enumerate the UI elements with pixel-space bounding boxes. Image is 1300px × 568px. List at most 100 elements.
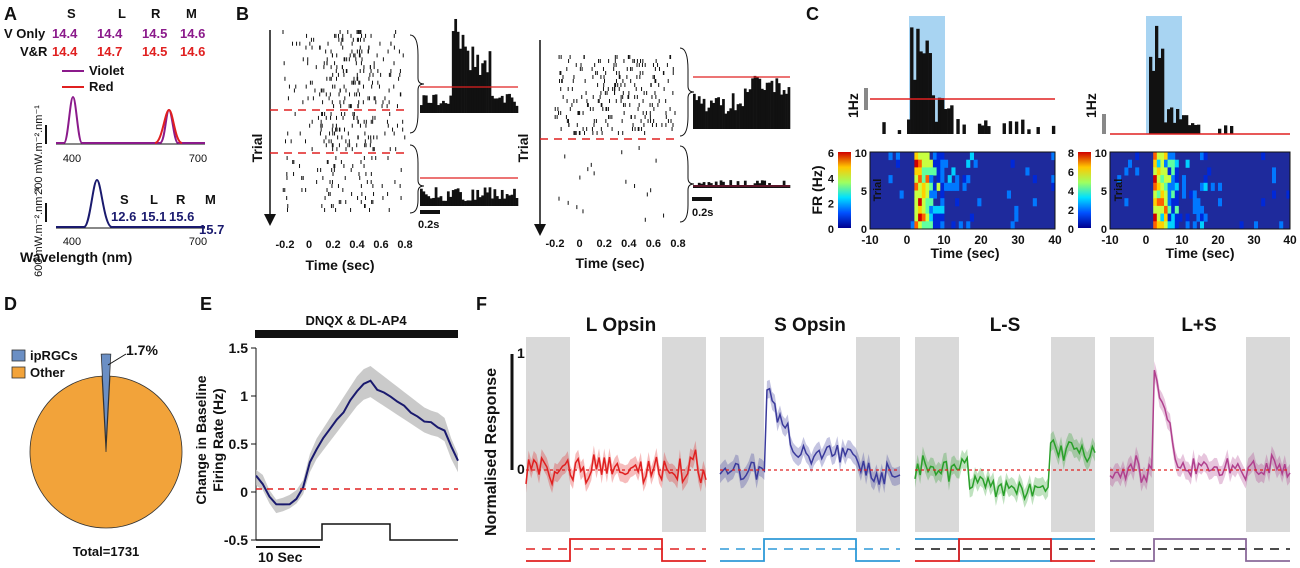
psth-bar [775, 78, 779, 129]
psth-bar [1179, 119, 1183, 134]
panel-f-title-l-plus-s: L+S [1181, 315, 1216, 336]
heatmap-left-cell [914, 167, 919, 176]
panel-e-sem-band [256, 366, 458, 514]
psth-bar [722, 99, 725, 129]
heatmap-left-cell [888, 175, 893, 184]
heatmap-left-cell [932, 205, 937, 214]
psth-bar [913, 79, 917, 134]
panel-f-ytick-1: 1 [517, 345, 525, 361]
psth-bar [782, 90, 786, 129]
psth-bar [712, 102, 716, 129]
panel-a-xlabel: Wavelength (nm) [20, 249, 132, 265]
heatmap-right-cell [1192, 190, 1197, 199]
heatmap-right-cell [1174, 175, 1179, 184]
psth-bar [439, 196, 443, 206]
heatmap-right-cell [1164, 198, 1168, 207]
psth-bar [739, 103, 742, 129]
psth-bar [469, 70, 472, 113]
heatmap-right-cell [1182, 190, 1186, 199]
psth-bar [476, 54, 480, 113]
heatmap-left-cell [918, 213, 923, 222]
heatmap-left-cell [932, 159, 937, 168]
panel-f-stim [526, 538, 706, 562]
heatmap-right-ytick: 5 [1101, 186, 1107, 198]
psth-bar [491, 198, 494, 206]
psth-bar [925, 40, 929, 134]
psth-bar [434, 187, 438, 206]
heatmap-left-frame [869, 151, 1056, 230]
heatmap-left-ylabel: Trial [872, 179, 884, 202]
psth-bar [427, 196, 431, 206]
heatmap-right-cell [1160, 205, 1165, 214]
heatmap-left-cell [973, 159, 978, 168]
heatmap-right-cell [1171, 198, 1176, 207]
panel-e-trace [255, 366, 459, 514]
heatmap-left-cell [936, 221, 941, 230]
psth-bar [469, 200, 472, 206]
heatmap-right-ylabel: Trial [1113, 179, 1125, 202]
raster-left [282, 30, 406, 212]
heatmap-left-cell [929, 190, 934, 199]
colorbar-right [1078, 152, 1091, 228]
heatmap-left-cell [969, 213, 974, 222]
heatmap-right-cell [1218, 182, 1222, 191]
heatmap-right-cell [1160, 213, 1165, 222]
heatmap-left-cell [966, 159, 971, 168]
heatmap-left-xtick: 30 [1011, 233, 1025, 247]
psth-bar [473, 199, 477, 206]
heatmap-right-cell [1156, 159, 1161, 168]
psth-bar [491, 95, 494, 113]
psth-bar [760, 88, 764, 129]
pie-chart [29, 353, 183, 529]
colorbar-left-tick: 0 [828, 224, 834, 236]
psth-bar [987, 126, 991, 134]
psth-bar [459, 48, 462, 113]
heatmap-right-cell [1156, 182, 1161, 191]
panel-label-a: A [4, 4, 17, 24]
x-tick-label: 0.2 [325, 239, 340, 251]
psth-bar [981, 125, 985, 134]
colorbar-right-tick: 0 [1068, 224, 1074, 236]
table-value-v-r: 14.5 [142, 26, 167, 41]
psth-bar [944, 109, 948, 134]
spectrum-top-ylabel: 200 mW.m⁻².nm⁻¹ [33, 105, 45, 195]
heatmap-left-cell [958, 221, 963, 230]
psth-bar [481, 63, 484, 113]
psth-bar [1002, 123, 1006, 134]
heatmap-right-cell [1160, 221, 1165, 230]
heatmap-right-cell [1160, 182, 1165, 191]
pie-legend-label-iprgcs: ipRGCs [30, 348, 78, 363]
psth-bar [1027, 129, 1031, 134]
panel-e-stim-trace [256, 523, 458, 541]
heatmap-right-cell [1174, 198, 1179, 207]
heatmap-right-cell [1178, 213, 1183, 222]
psth-bar [770, 80, 774, 129]
heatmap-right-cell [1160, 152, 1165, 161]
heatmap-right-cell [1117, 175, 1122, 184]
panel-e-yticks: -0.5 0 0.5 1 1.5 [224, 340, 256, 548]
panel-e-ytick-label: 0 [240, 484, 248, 500]
heatmap-left-cell [929, 205, 934, 214]
psth-bar [714, 181, 718, 188]
heatmap-left-cell [914, 175, 919, 184]
heatmap-right-cell [1160, 175, 1165, 184]
panel-label-c: C [806, 4, 819, 24]
psth-bar [934, 121, 939, 134]
heatmap-right-cell [1171, 167, 1176, 176]
heatmap-left-cell [947, 182, 952, 191]
brace-left-bottom [409, 144, 425, 214]
heatmap-right-cell [1124, 198, 1129, 207]
panel-f-title-s-opsin: S Opsin [774, 315, 846, 336]
heatmap-left-cell [914, 159, 919, 168]
psth-bar [488, 51, 492, 113]
heatmap-left [869, 151, 1056, 230]
heatmap-right-xtick: 40 [1283, 233, 1297, 247]
spectrum-cone-r: R [176, 192, 186, 207]
heatmap-right-cell [1279, 221, 1284, 230]
heatmap-left-cell [966, 221, 971, 230]
panel-c-xticks: -10 -10 0 0 10 10 20 20 30 30 40 40 [861, 233, 1297, 247]
psth-bar [1185, 115, 1189, 134]
heatmap-right-cell [1153, 182, 1158, 191]
heatmap-right-cell [1153, 205, 1158, 214]
